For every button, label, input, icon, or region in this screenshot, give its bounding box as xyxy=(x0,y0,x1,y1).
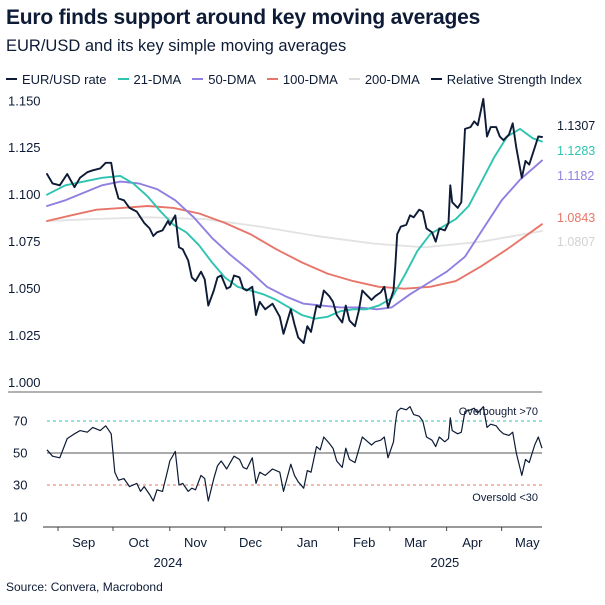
legend-item-eur-usd-rate: EUR/USD rate xyxy=(6,72,107,87)
x-month-label: Jan xyxy=(297,535,318,550)
last-value-label-21-dma: 1.1283 xyxy=(557,144,595,158)
last-value-label-50-dma: 1.1182 xyxy=(557,169,594,183)
y-tick-label: 1.125 xyxy=(8,140,41,155)
y-tick-label: 1.075 xyxy=(8,234,41,249)
legend-swatch xyxy=(192,78,204,80)
legend-swatch xyxy=(348,78,360,80)
x-month-label: Apr xyxy=(462,535,483,550)
source-note: Source: Convera, Macrobond xyxy=(6,580,163,594)
x-month-label: Oct xyxy=(129,535,150,550)
series-line-21-dma xyxy=(46,127,543,320)
rsi-y-tick-label: 30 xyxy=(13,478,27,493)
legend-label: 100-DMA xyxy=(282,71,338,87)
y-tick-label: 1.100 xyxy=(8,187,41,202)
legend-swatch xyxy=(266,78,278,80)
chart-title: Euro finds support around key moving ave… xyxy=(6,6,481,29)
legend-label: Relative Strength Index xyxy=(446,71,582,87)
series-line-50-dma xyxy=(46,159,543,311)
series-line-100-dma xyxy=(46,205,543,290)
series-line-200-dma xyxy=(46,216,543,249)
legend-swatch xyxy=(6,78,17,80)
series-line-eur-usd-rate xyxy=(46,97,543,345)
x-month-label: Mar xyxy=(404,535,427,550)
x-month-label: May xyxy=(515,535,540,550)
legend-item-relative-strength-index: Relative Strength Index xyxy=(430,71,582,87)
overbought-label: Overbought >70 xyxy=(459,406,538,418)
y-tick-label: 1.025 xyxy=(8,328,41,343)
rsi-y-tick-label: 10 xyxy=(13,510,27,525)
last-value-label-200-dma: 1.0807 xyxy=(557,235,595,249)
x-month-label: Dec xyxy=(239,535,263,550)
legend-label: EUR/USD rate xyxy=(22,71,107,87)
legend-label: 200-DMA xyxy=(364,71,420,87)
x-month-label: Feb xyxy=(353,535,375,550)
rsi-y-tick-label: 70 xyxy=(13,414,27,429)
legend-swatch xyxy=(117,78,129,80)
y-tick-label: 1.000 xyxy=(8,375,41,390)
legend-item-21-dma: 21-DMA xyxy=(117,71,182,87)
legend-item-50-dma: 50-DMA xyxy=(192,72,256,87)
last-value-label-eur-usd-rate: 1.1307 xyxy=(557,119,595,133)
last-value-label-100-dma: 1.0843 xyxy=(557,211,595,225)
rsi-y-tick-label: 50 xyxy=(13,446,27,461)
x-month-label: Sep xyxy=(72,535,95,550)
legend-swatch xyxy=(430,78,442,80)
rsi-line xyxy=(46,406,543,502)
legend-item-200-dma: 200-DMA xyxy=(348,71,420,87)
legend-label: 21-DMA xyxy=(133,71,182,87)
y-tick-label: 1.050 xyxy=(8,281,41,296)
x-year-label: 2025 xyxy=(430,555,459,570)
legend-label: 50-DMA xyxy=(208,71,256,87)
oversold-label: Oversold <30 xyxy=(472,492,538,504)
x-year-label: 2024 xyxy=(154,555,183,570)
legend: EUR/USD rate 21-DMA 50-DMA 100-DMA 200-DMA Re… xyxy=(6,70,593,88)
chart-subtitle: EUR/USD and its key simple moving averag… xyxy=(6,37,347,55)
legend-item-100-dma: 100-DMA xyxy=(266,71,338,87)
y-tick-label: 1.150 xyxy=(8,93,41,108)
x-month-label: Nov xyxy=(184,535,208,550)
